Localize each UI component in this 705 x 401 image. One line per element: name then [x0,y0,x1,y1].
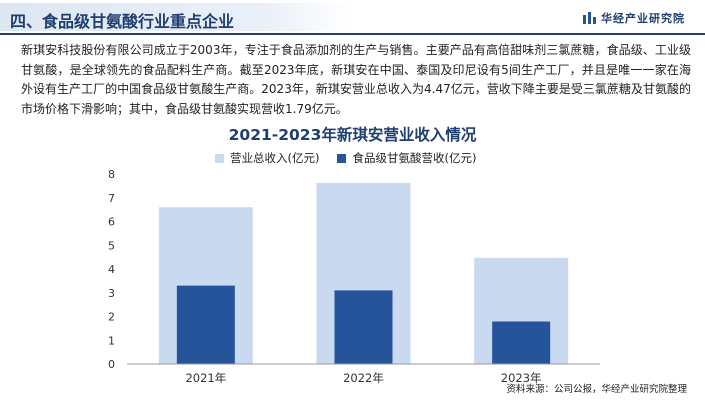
legend-swatch-glycine-revenue [337,153,347,163]
x-tick-label: 2022年 [343,371,384,385]
header-band [0,3,352,31]
y-tick-label: 5 [108,239,115,252]
y-tick-label: 7 [108,192,115,205]
brand-name: 华经产业研究院 [601,12,685,25]
legend-item-glycine-revenue: 食品级甘氨酸营收(亿元) [337,150,476,166]
brand-logo-icon [583,12,596,24]
y-tick-label: 0 [108,358,115,371]
chart-title: 2021-2023年新琪安营业收入情况 [228,126,477,144]
legend-label-glycine-revenue: 食品级甘氨酸营收(亿元) [352,151,477,165]
y-tick-label: 1 [108,334,115,347]
page-header: 四、食品级甘氨酸行业重点企业 华经产业研究院 [0,0,705,35]
chart-legend: 营业总收入(亿元) 食品级甘氨酸营收(亿元) [215,150,476,166]
y-tick-label: 8 [108,168,115,181]
legend-label-total-revenue: 营业总收入(亿元) [230,151,320,165]
company-description: 新琪安科技股份有限公司成立于2003年，专注于食品添加剂的生产与销售。主要产品有… [21,43,691,116]
header-divider [0,33,705,35]
legend-item-total-revenue: 营业总收入(亿元) [215,150,319,166]
legend-swatch-total-revenue [215,153,224,163]
source-note: 资料来源：公司公报，华经产业研究院整理 [506,384,687,395]
bar-glycine-revenue [176,285,235,364]
bar-glycine-revenue [492,321,551,364]
brand: 华经产业研究院 [583,10,685,26]
y-tick-label: 3 [108,287,115,300]
bar-glycine-revenue [334,290,393,364]
y-tick-label: 2 [108,311,115,324]
page-title: 四、食品级甘氨酸行业重点企业 [10,12,235,31]
y-tick-label: 6 [108,216,115,229]
x-tick-label: 2021年 [185,371,226,385]
x-tick-label: 2023年 [501,371,542,385]
y-tick-label: 4 [108,263,115,276]
